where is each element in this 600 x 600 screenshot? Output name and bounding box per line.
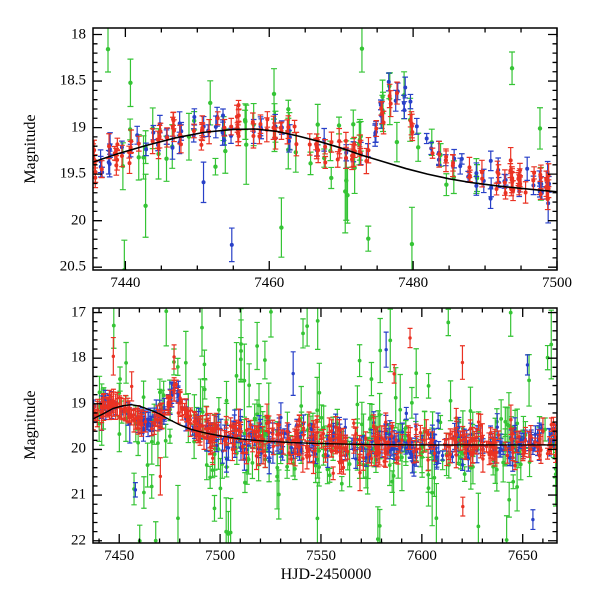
x-tick-label: 7650	[507, 548, 538, 564]
y-tick-label: 20.5	[59, 258, 86, 275]
y-tick-label: 17	[71, 304, 86, 321]
x-tick-label: 7500	[205, 548, 236, 564]
x-axis-label: HJD-2450000	[280, 566, 372, 583]
x-tick-label: 7600	[406, 548, 437, 564]
y-tick-label: 19	[71, 119, 86, 136]
x-tick-label: 7460	[254, 275, 285, 291]
y-tick-label: 19	[71, 395, 86, 412]
y-tick-label: 18.5	[59, 72, 86, 89]
y-tick-label: 20	[71, 212, 86, 229]
y-tick-label: 18	[71, 349, 86, 366]
y-tick-label: 18	[71, 26, 86, 42]
y-tick-label: 20	[71, 440, 86, 457]
y-tick-label: 22	[71, 532, 86, 549]
x-tick-label: 7550	[305, 548, 336, 564]
x-tick-label: 7480	[398, 275, 429, 291]
y-axis-label-top: Magnitude	[22, 114, 39, 184]
y-tick-label: 19.5	[59, 165, 86, 182]
x-tick-label: 7500	[542, 275, 572, 291]
y-axis-label-bottom: Magnitude	[22, 390, 39, 460]
x-tick-label: 7450	[104, 548, 135, 564]
x-tick-label: 7440	[110, 275, 141, 291]
y-tick-label: 21	[71, 486, 86, 503]
